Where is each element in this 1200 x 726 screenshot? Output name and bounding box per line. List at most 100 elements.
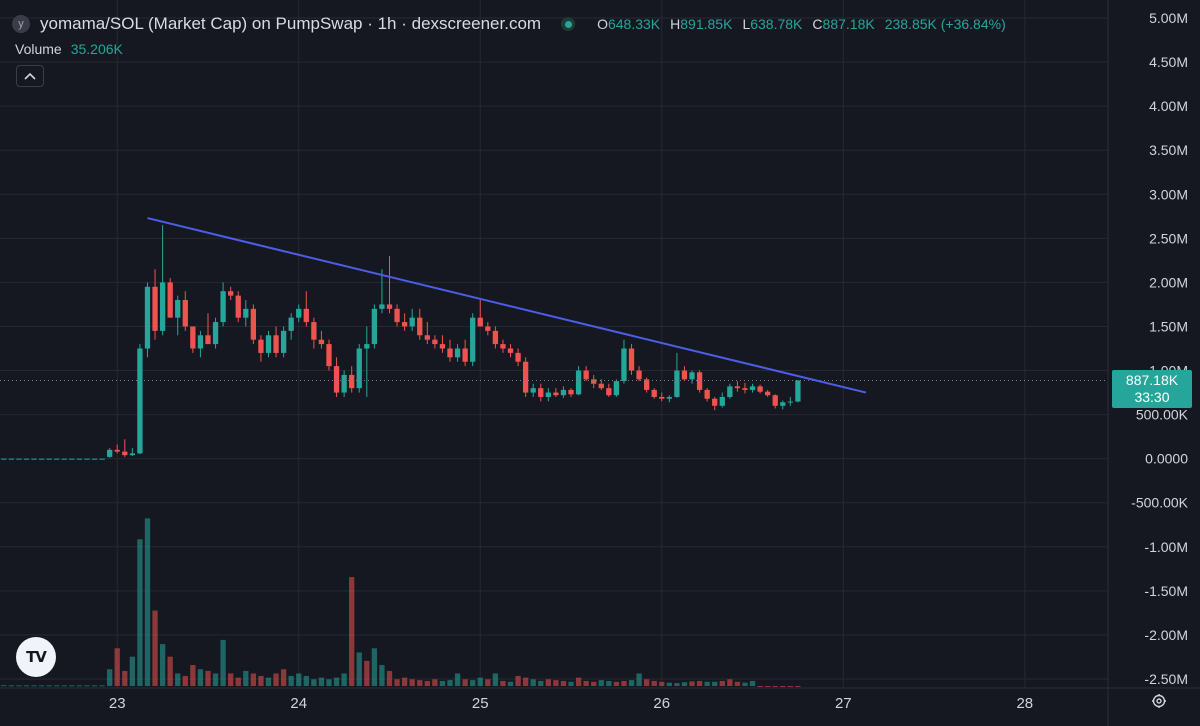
y-tick-label: 3.50M	[1149, 142, 1188, 158]
candle-body	[99, 458, 105, 460]
tradingview-logo-icon[interactable]: TV	[16, 637, 56, 677]
candle-body	[613, 381, 620, 396]
candle-body	[545, 392, 551, 397]
candle-body	[318, 339, 325, 345]
volume-bar	[386, 670, 393, 686]
candle-body	[787, 401, 793, 403]
volume-bar	[394, 679, 400, 686]
volume-legend: Volume 35.206K	[15, 41, 123, 57]
candle-body	[606, 388, 612, 396]
candle-body	[681, 370, 688, 380]
candle-body	[288, 317, 294, 331]
token-avatar-icon: y	[12, 15, 30, 33]
candle-body	[371, 308, 378, 345]
volume-bar	[76, 685, 83, 687]
volume-bar	[61, 685, 67, 687]
volume-bar	[379, 665, 385, 686]
y-tick-label: 1.50M	[1149, 318, 1188, 334]
volume-bar	[122, 670, 128, 686]
candle-body	[591, 379, 597, 384]
candle-body	[137, 348, 143, 454]
volume-label: Volume	[15, 41, 62, 57]
volume-bar	[681, 682, 688, 686]
volume-bar	[190, 665, 196, 686]
candle-body	[553, 392, 559, 396]
x-tick-label: 27	[835, 695, 852, 712]
candle-body	[749, 386, 756, 390]
volume-bar	[243, 670, 249, 686]
volume-bar	[704, 681, 710, 686]
candle-body	[386, 304, 393, 309]
candle-body	[704, 389, 710, 399]
volume-bar	[560, 680, 567, 686]
volume-bar	[212, 673, 219, 686]
candle-body	[636, 370, 642, 380]
volume-bar	[583, 680, 589, 686]
volume-bar	[303, 675, 309, 686]
candle-body	[23, 458, 30, 460]
candle-body	[424, 335, 430, 340]
volume-bar	[538, 680, 544, 686]
candle-body	[780, 402, 786, 406]
open-label: O	[597, 16, 608, 32]
volume-bar	[46, 685, 52, 687]
volume-bar	[114, 648, 120, 686]
volume-bar	[462, 679, 468, 686]
y-tick-label: -2.50M	[1144, 671, 1188, 687]
candle-body	[401, 322, 408, 327]
candle-body	[560, 389, 567, 396]
volume-bar	[749, 680, 756, 686]
volume-bar	[311, 679, 317, 686]
candle-body	[757, 386, 763, 392]
candle-body	[500, 344, 506, 349]
chart-header: y yomama/SOL (Market Cap) on PumpSwap · …	[12, 12, 1006, 36]
volume-bar	[333, 677, 340, 686]
volume-bar	[182, 675, 188, 686]
volume-bar	[780, 686, 786, 687]
volume-bar	[621, 680, 627, 686]
volume-bar	[144, 518, 151, 686]
volume-bar	[349, 577, 355, 686]
volume-bar	[220, 639, 226, 686]
volume-bar	[598, 680, 604, 686]
candle-body	[530, 388, 536, 393]
candle-body	[772, 395, 778, 406]
candle-body	[727, 386, 733, 397]
volume-bar	[250, 673, 257, 686]
volume-bar	[99, 685, 105, 687]
candle-body	[659, 396, 665, 399]
volume-bar	[280, 669, 287, 686]
candle-body	[258, 339, 264, 353]
candle-body	[250, 308, 257, 340]
volume-bar	[1, 685, 7, 687]
candle-body	[719, 396, 725, 406]
candle-body	[205, 335, 211, 345]
candle-body	[280, 330, 287, 353]
y-tick-label: 2.00M	[1149, 274, 1188, 290]
volume-bar	[689, 681, 695, 686]
volume-bar	[107, 669, 113, 686]
candle-body	[349, 374, 355, 389]
volume-bar	[613, 681, 620, 686]
candle-body	[1, 458, 7, 460]
volume-bar	[341, 673, 347, 686]
candle-body	[235, 295, 241, 318]
trendline	[147, 217, 867, 394]
collapse-legend-button[interactable]	[16, 65, 44, 87]
chart-settings-button[interactable]	[1150, 692, 1168, 710]
volume-bar	[553, 680, 559, 686]
candle-body	[311, 322, 317, 340]
candle-body	[265, 335, 272, 353]
volume-bar	[719, 680, 725, 686]
volume-bar	[477, 677, 483, 686]
volume-bar	[265, 677, 272, 686]
volume-bar	[772, 686, 778, 687]
candle-body	[515, 352, 521, 362]
volume-bar	[522, 677, 529, 686]
candle-body	[477, 317, 483, 327]
candle-body	[341, 374, 347, 393]
volume-bar	[712, 681, 718, 686]
volume-bar	[296, 673, 302, 686]
